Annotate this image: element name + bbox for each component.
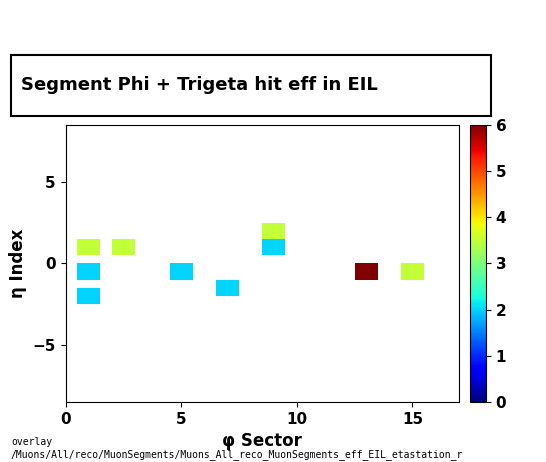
Bar <box>262 223 285 239</box>
Bar <box>401 263 424 280</box>
Bar <box>77 288 100 304</box>
Text: overlay
/Muons/All/reco/MuonSegments/Muons_All_reco_MuonSegments_eff_EIL_etastat: overlay /Muons/All/reco/MuonSegments/Muo… <box>11 437 464 460</box>
Bar <box>262 239 285 255</box>
Bar <box>112 239 135 255</box>
Bar <box>77 263 100 280</box>
Y-axis label: η Index: η Index <box>9 229 27 298</box>
Bar <box>216 280 239 296</box>
Bar <box>354 263 378 280</box>
Bar <box>170 263 193 280</box>
X-axis label: φ Sector: φ Sector <box>222 432 302 450</box>
Text: Segment Phi + Trigeta hit eff in EIL: Segment Phi + Trigeta hit eff in EIL <box>21 77 377 94</box>
Bar <box>77 239 100 255</box>
